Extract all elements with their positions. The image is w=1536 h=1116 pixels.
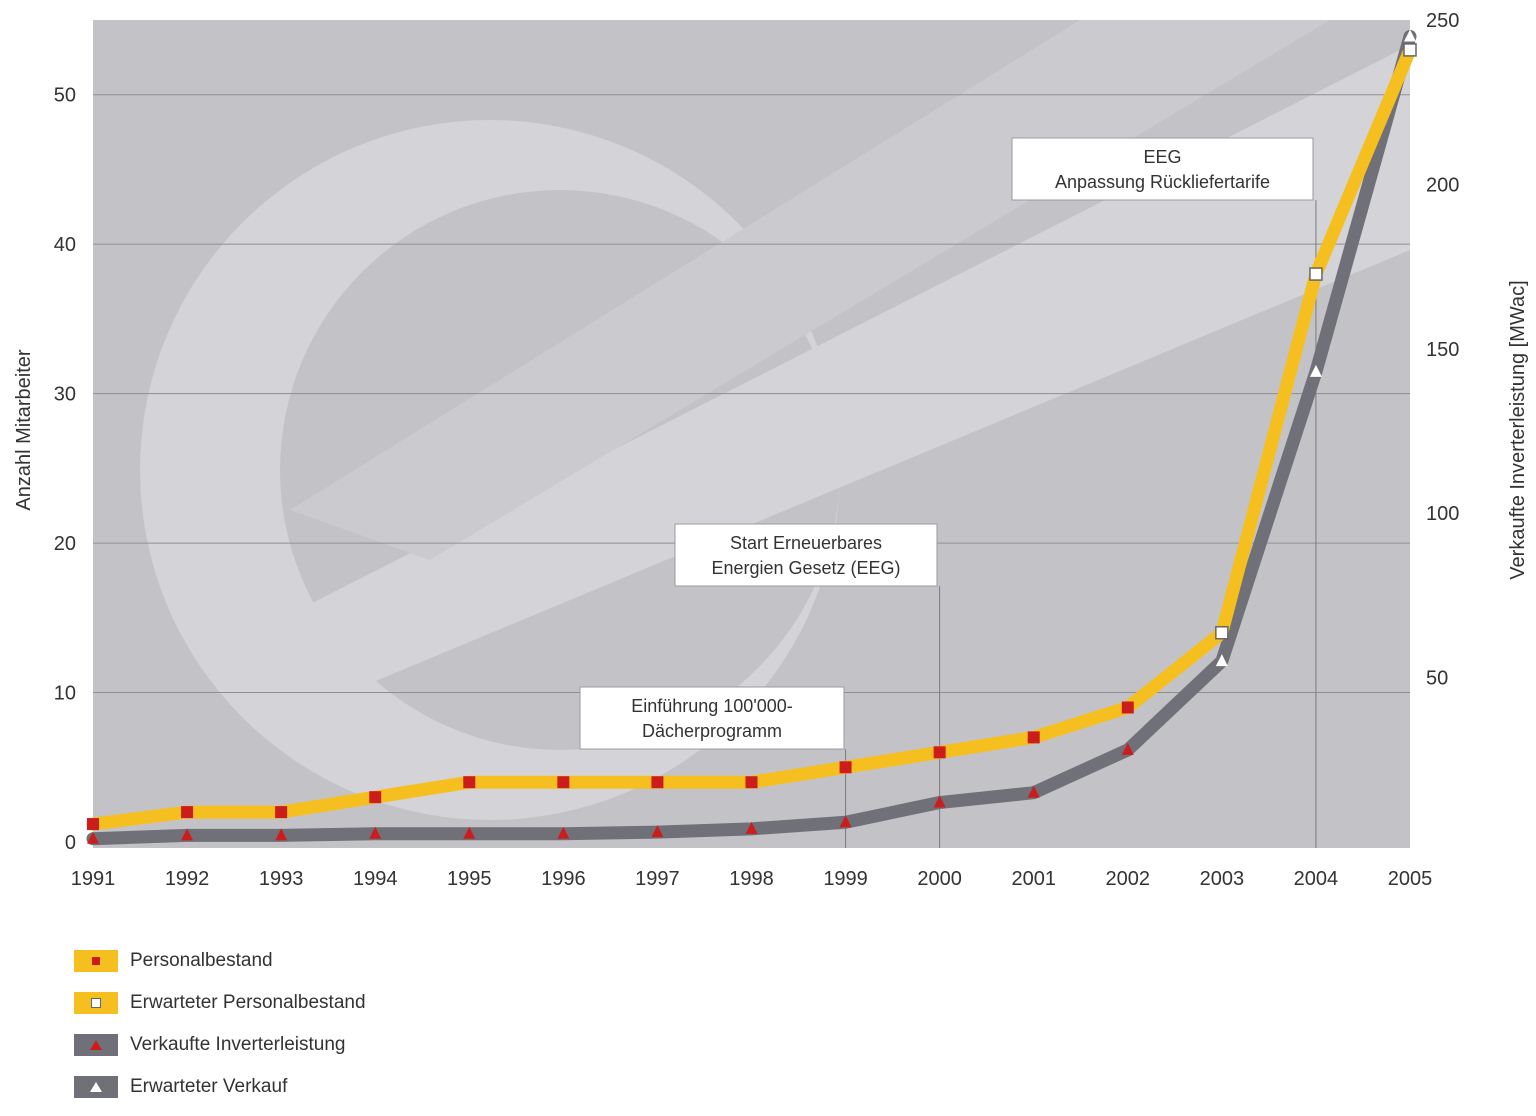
y2-tick-label: 150 bbox=[1426, 339, 1459, 361]
data-point-triangle bbox=[87, 831, 99, 844]
series-line bbox=[1121, 29, 1417, 757]
annotations: Einführung 100'000- Dächerprogramm Start E… bbox=[579, 137, 1314, 750]
filled-triangle-marker-icon bbox=[90, 1040, 102, 1050]
data-point-triangle bbox=[275, 828, 288, 841]
y-tick-label: 0 bbox=[65, 832, 76, 854]
legend-swatch bbox=[74, 1034, 118, 1056]
y-tick-label: 30 bbox=[54, 384, 76, 406]
filled-square-marker-icon bbox=[92, 957, 100, 965]
x-tick-label: 1998 bbox=[729, 868, 774, 890]
data-point-square bbox=[275, 806, 288, 819]
annotation-box bbox=[674, 523, 938, 587]
legend-label: Erwarteter Personalbestand bbox=[130, 992, 366, 1013]
data-point-open-triangle bbox=[1404, 29, 1416, 42]
data-point-square bbox=[181, 806, 194, 819]
y2-axis-title: Verkaufte Inverterleistung [MWac] bbox=[1507, 280, 1529, 579]
y2-tick-label: 100 bbox=[1426, 503, 1459, 525]
x-tick-label: 1992 bbox=[165, 868, 210, 890]
y-tick-label: 50 bbox=[54, 85, 76, 107]
legend-item-personalbestand: Personalbestand bbox=[74, 948, 366, 974]
left-axis-ticks: 0 10 20 30 40 50 bbox=[54, 85, 76, 854]
legend-item-verkaufte-inverterleistung: Verkaufte Inverterleistung bbox=[74, 1032, 366, 1058]
x-tick-label: 1995 bbox=[447, 868, 492, 890]
y2-tick-label: 50 bbox=[1426, 668, 1448, 690]
data-point-square bbox=[651, 776, 664, 789]
x-tick-label: 2000 bbox=[917, 868, 962, 890]
data-point-square bbox=[463, 776, 476, 789]
legend-label: Verkaufte Inverterleistung bbox=[130, 1034, 346, 1055]
data-point-open-square bbox=[1309, 267, 1323, 281]
legend-item-erwarteter-verkauf: Erwarteter Verkauf bbox=[74, 1074, 366, 1100]
data-point-open-square bbox=[1403, 43, 1417, 57]
annotation-text: Start Erneuerbares bbox=[730, 533, 882, 553]
legend-label: Personalbestand bbox=[130, 950, 273, 971]
x-tick-label: 2001 bbox=[1011, 868, 1056, 890]
watermark-logo bbox=[140, 20, 1410, 820]
series-line bbox=[86, 700, 1135, 831]
legend-swatch bbox=[74, 1076, 118, 1098]
open-square-marker-icon bbox=[91, 998, 101, 1008]
data-point-open-triangle bbox=[1215, 654, 1228, 667]
data-point-square bbox=[1121, 701, 1134, 714]
y-tick-label: 20 bbox=[54, 533, 76, 555]
data-point-open-square bbox=[1215, 626, 1229, 640]
data-point-triangle bbox=[181, 828, 194, 841]
right-axis-ticks: 50 100 150 200 250 bbox=[1426, 10, 1459, 690]
series-lines bbox=[86, 29, 1417, 846]
series-markers bbox=[87, 29, 1417, 844]
x-tick-label: 2002 bbox=[1106, 868, 1151, 890]
y-axis-title: Anzahl Mitarbeiter bbox=[13, 349, 35, 511]
data-point-triangle bbox=[651, 825, 664, 838]
data-point-square bbox=[369, 791, 382, 804]
data-point-square bbox=[87, 818, 99, 831]
data-point-square bbox=[557, 776, 570, 789]
data-point-triangle bbox=[1121, 742, 1134, 755]
data-point-square bbox=[839, 761, 852, 774]
legend: Personalbestand Erwarteter Personalbesta… bbox=[74, 948, 366, 1116]
annotation-box bbox=[1011, 137, 1314, 201]
x-tick-label: 1994 bbox=[353, 868, 398, 890]
data-point-open-triangle bbox=[1309, 364, 1322, 377]
data-point-square bbox=[933, 746, 946, 759]
x-tick-label: 2004 bbox=[1294, 868, 1339, 890]
x-tick-label: 1993 bbox=[259, 868, 304, 890]
x-tick-label: 2005 bbox=[1388, 868, 1433, 890]
data-point-triangle bbox=[369, 826, 382, 839]
data-point-triangle bbox=[933, 795, 946, 808]
legend-item-erwarteter-personalbestand: Erwarteter Personalbestand bbox=[74, 990, 366, 1016]
x-tick-label: 1997 bbox=[635, 868, 680, 890]
y2-tick-label: 200 bbox=[1426, 174, 1459, 196]
data-point-square bbox=[745, 776, 758, 789]
x-tick-label: 1999 bbox=[823, 868, 868, 890]
data-point-triangle bbox=[557, 826, 570, 839]
series-line bbox=[86, 743, 1135, 846]
y-tick-label: 10 bbox=[54, 683, 76, 705]
x-tick-label: 1996 bbox=[541, 868, 586, 890]
legend-label: Erwarteter Verkauf bbox=[130, 1076, 288, 1097]
data-point-triangle bbox=[463, 826, 476, 839]
annotation-text: Energien Gesetz (EEG) bbox=[711, 558, 900, 578]
x-tick-label: 1991 bbox=[71, 868, 116, 890]
y2-tick-label: 250 bbox=[1426, 10, 1459, 32]
legend-swatch bbox=[74, 950, 118, 972]
x-tick-label: 2003 bbox=[1200, 868, 1245, 890]
data-point-square bbox=[1027, 731, 1040, 744]
legend-swatch bbox=[74, 992, 118, 1014]
annotation-text: Dächerprogramm bbox=[642, 721, 782, 741]
data-point-triangle bbox=[839, 815, 852, 828]
data-point-triangle bbox=[745, 821, 758, 834]
annotation-text: Anpassung Rückliefertarife bbox=[1055, 172, 1270, 192]
x-axis-ticks: 1991 1992 1993 1994 1995 1996 1997 1998 1999 2000… bbox=[71, 868, 1433, 890]
open-triangle-marker-icon bbox=[90, 1082, 102, 1092]
data-point-triangle bbox=[1027, 785, 1040, 798]
series-line bbox=[1121, 43, 1417, 714]
annotation-text: Einführung 100'000- bbox=[631, 696, 793, 716]
annotation-text: EEG bbox=[1143, 147, 1181, 167]
y-tick-label: 40 bbox=[54, 234, 76, 256]
chart: Einführung 100'000- Dächerprogramm Start E… bbox=[13, 10, 1529, 890]
annotation-box bbox=[579, 686, 845, 750]
